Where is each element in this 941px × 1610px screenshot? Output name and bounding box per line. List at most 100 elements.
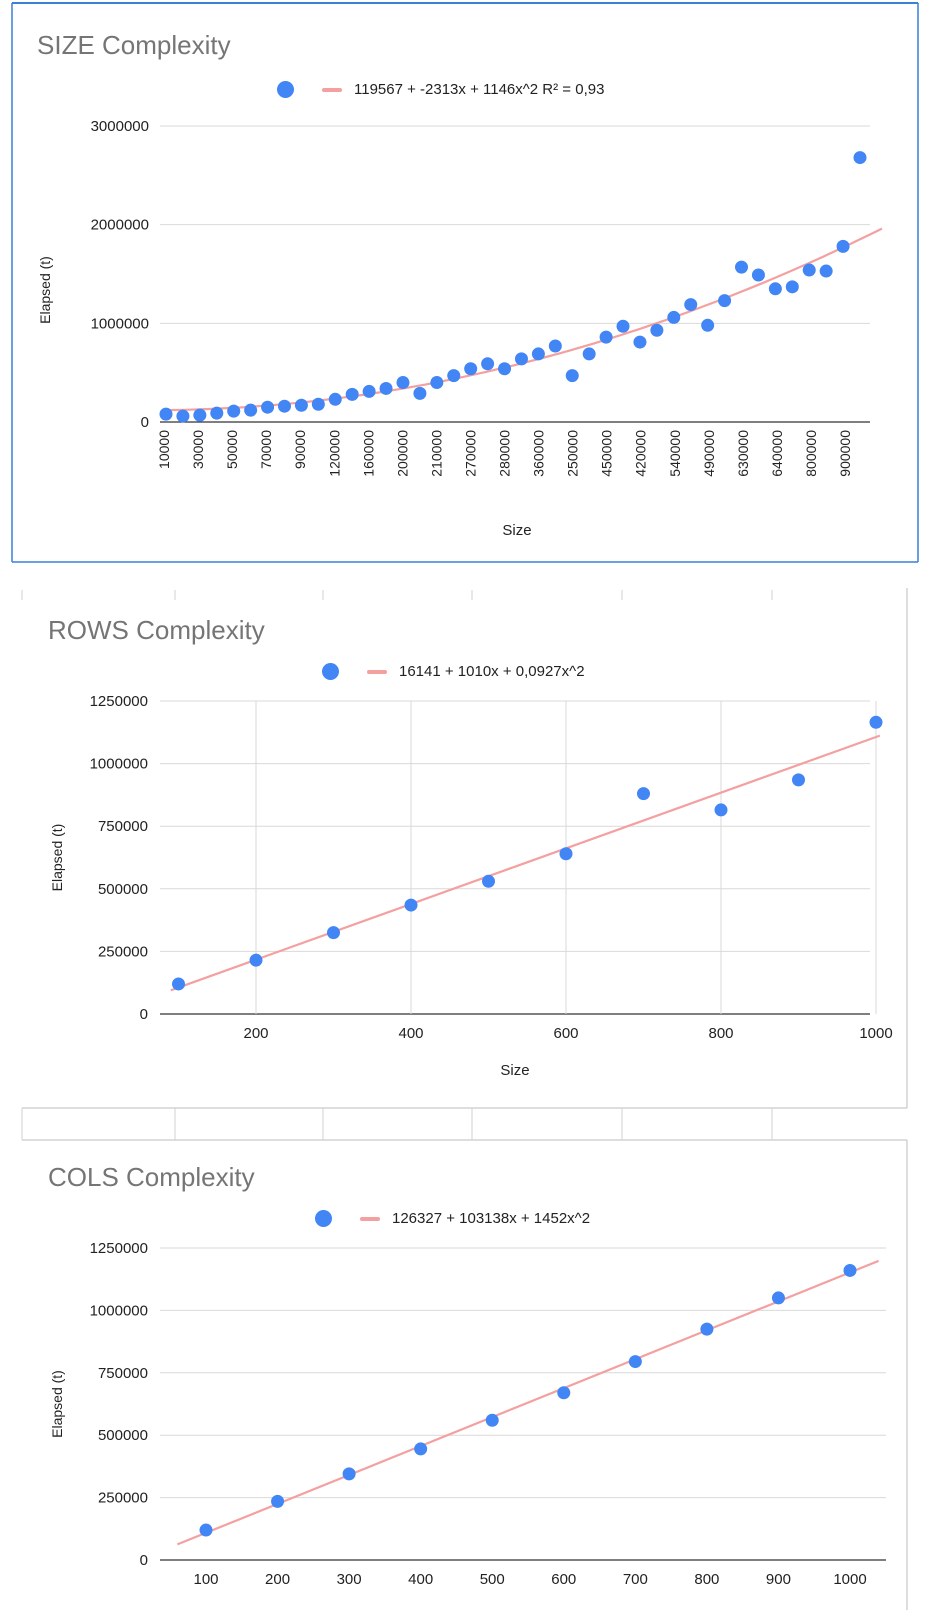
data-point [430, 376, 444, 390]
x-tick-label: 10000 [156, 430, 172, 469]
x-tick-label: 250000 [565, 430, 581, 477]
x-tick-label: 200000 [394, 430, 410, 477]
data-point [342, 1467, 356, 1481]
data-point [819, 264, 833, 278]
y-axis-label: Elapsed (t) [49, 824, 65, 892]
x-tick-label: 50000 [224, 430, 240, 469]
data-point [277, 399, 291, 413]
x-tick-label: 600 [551, 1571, 576, 1588]
data-point [802, 263, 816, 277]
trendline-marker-icon [367, 669, 387, 674]
x-tick-label: 640000 [769, 430, 785, 477]
x-tick-label: 700 [623, 1571, 648, 1588]
x-tick-label: 540000 [667, 430, 683, 477]
x-tick-label: 30000 [190, 430, 206, 469]
x-tick-label: 400 [408, 1571, 433, 1588]
chart-legend: 119567 + -2313x + 1146x^2 R² = 0,93 [277, 81, 604, 98]
data-point [869, 715, 883, 729]
y-tick-label: 250000 [98, 1490, 148, 1507]
data-point [413, 386, 427, 400]
data-point [327, 926, 340, 940]
data-point [559, 847, 573, 861]
series-marker-icon [322, 663, 339, 680]
chart-legend: 126327 + 103138x + 1452x^2 [315, 1210, 590, 1227]
data-point [249, 953, 263, 967]
data-point [768, 282, 782, 296]
data-point [714, 803, 728, 817]
data-point [328, 392, 342, 406]
data-point [531, 347, 545, 361]
data-point [362, 384, 376, 398]
data-point [482, 874, 495, 888]
x-tick-label: 280000 [497, 430, 513, 477]
x-tick-label: 600 [553, 1025, 578, 1042]
chart-title: ROWS Complexity [48, 615, 265, 645]
data-point [853, 151, 867, 165]
data-point [379, 381, 393, 395]
x-tick-label: 500 [480, 1571, 505, 1588]
y-tick-label: 0 [140, 1006, 148, 1023]
trendline-marker-icon [360, 1216, 380, 1221]
data-point [447, 369, 461, 383]
data-point [599, 330, 613, 344]
data-point [650, 323, 664, 337]
trendline [176, 1259, 880, 1546]
data-point [700, 1322, 714, 1336]
x-tick-label: 900000 [837, 430, 853, 477]
y-tick-label: 500000 [98, 1427, 148, 1444]
data-point [771, 1291, 785, 1305]
x-tick-label: 800000 [803, 430, 819, 477]
x-tick-label: 800 [694, 1571, 719, 1588]
y-tick-label: 750000 [98, 1365, 148, 1382]
x-tick-label: 360000 [531, 430, 547, 477]
y-tick-label: 1000000 [90, 1302, 148, 1319]
series-marker-icon [277, 81, 294, 98]
data-point [159, 407, 173, 421]
data-point [667, 310, 681, 324]
data-point [565, 369, 579, 383]
data-point [548, 339, 562, 353]
data-point [628, 1355, 642, 1369]
data-point [633, 335, 647, 349]
y-axis-label: Elapsed (t) [49, 1370, 65, 1438]
y-tick-label: 1000000 [90, 756, 148, 773]
x-tick-label: 450000 [599, 430, 615, 477]
x-axis-label: Size [502, 522, 531, 539]
x-tick-label: 900 [766, 1571, 791, 1588]
y-tick-label: 0 [140, 1552, 148, 1569]
trendline-marker-icon [322, 87, 342, 92]
data-point [210, 406, 224, 420]
data-point [172, 977, 185, 991]
trendline-label: 119567 + -2313x + 1146x^2 R² = 0,93 [354, 81, 605, 98]
data-point [464, 362, 478, 376]
x-tick-label: 1000 [833, 1571, 866, 1588]
data-point [751, 268, 765, 282]
trendline-label: 126327 + 103138x + 1452x^2 [392, 1210, 591, 1227]
data-point [792, 773, 805, 787]
data-point [498, 362, 512, 376]
x-tick-label: 70000 [258, 430, 274, 469]
y-tick-label: 1000000 [91, 315, 149, 332]
data-point [227, 404, 241, 418]
chart-legend: 16141 + 1010x + 0,0927x^2 [322, 663, 585, 680]
x-axis-label: Size [500, 1062, 529, 1079]
data-point [718, 294, 732, 308]
x-tick-label: 160000 [360, 430, 376, 477]
series-marker-icon [315, 1210, 332, 1227]
data-point [557, 1386, 571, 1400]
x-tick-label: 300 [337, 1571, 362, 1588]
x-tick-label: 420000 [633, 430, 649, 477]
y-tick-label: 1250000 [90, 693, 148, 710]
data-point [843, 1263, 857, 1277]
data-point [836, 239, 850, 253]
data-point [637, 787, 650, 801]
data-point [684, 298, 698, 312]
data-point [294, 398, 308, 412]
data-point [616, 319, 630, 333]
rows-complexity-plot: 0 250000 500000 750000 1000000 1250000 200 400 6… [49, 693, 893, 1079]
data-point [485, 1413, 499, 1427]
data-point [701, 318, 715, 332]
data-point [785, 280, 799, 294]
trendline [170, 734, 881, 992]
